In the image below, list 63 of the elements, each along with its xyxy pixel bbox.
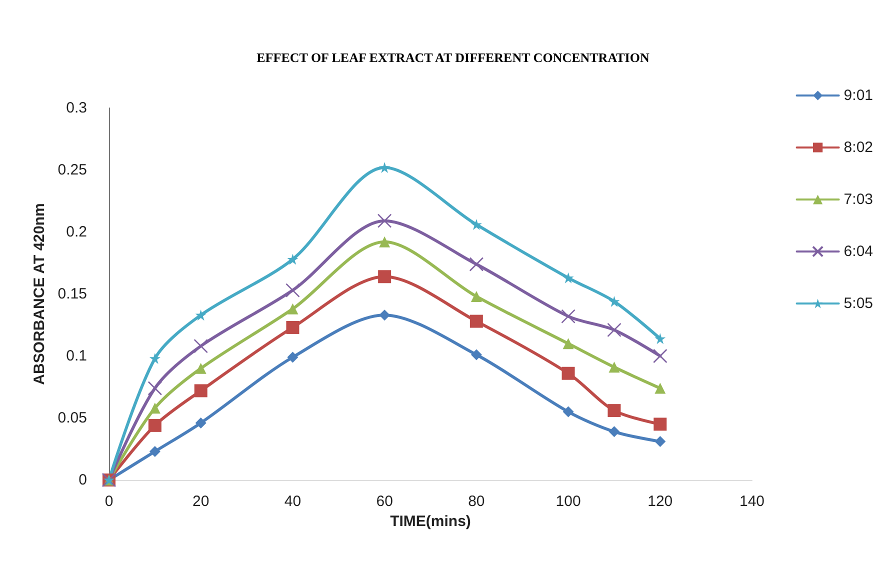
x-tick-label: 120 bbox=[648, 493, 673, 510]
point bbox=[149, 446, 160, 457]
x-tick-label: 0 bbox=[104, 493, 114, 510]
legend-label: 9:01 bbox=[844, 87, 874, 104]
point bbox=[562, 272, 574, 284]
legend-label: 8:02 bbox=[844, 139, 874, 156]
point bbox=[608, 362, 620, 373]
point bbox=[654, 436, 666, 448]
point bbox=[195, 362, 206, 374]
y-tick-label: 0.05 bbox=[58, 410, 87, 426]
y-tick-label: 0.1 bbox=[66, 348, 87, 364]
y-axis-title: ABSORBANCE AT 420nm bbox=[30, 203, 48, 385]
y-tick-label: 0 bbox=[78, 472, 87, 488]
point bbox=[148, 418, 162, 432]
point bbox=[561, 309, 576, 324]
point bbox=[654, 418, 667, 431]
point bbox=[652, 348, 668, 364]
point bbox=[469, 257, 484, 272]
point bbox=[379, 162, 390, 174]
point bbox=[562, 338, 574, 350]
point bbox=[470, 349, 482, 360]
point bbox=[194, 384, 208, 398]
x-tick-label: 40 bbox=[284, 493, 302, 510]
point bbox=[149, 402, 160, 414]
point bbox=[194, 338, 208, 354]
point bbox=[286, 320, 300, 334]
y-tick-label: 0.25 bbox=[58, 162, 87, 178]
point bbox=[608, 404, 621, 418]
point bbox=[470, 314, 483, 328]
point bbox=[195, 310, 206, 321]
x-axis-title: TIME(mins) bbox=[390, 512, 471, 530]
point bbox=[470, 219, 482, 230]
legend-label: 7:03 bbox=[844, 191, 874, 208]
point bbox=[470, 290, 482, 302]
point bbox=[287, 352, 298, 363]
point bbox=[607, 322, 622, 338]
x-tick-label: 80 bbox=[468, 493, 485, 510]
x-tick-label: 140 bbox=[739, 493, 765, 510]
point bbox=[286, 283, 300, 298]
point bbox=[608, 426, 620, 438]
point bbox=[654, 333, 666, 344]
point bbox=[379, 236, 390, 248]
point bbox=[149, 352, 160, 364]
point bbox=[562, 366, 575, 380]
point bbox=[287, 303, 298, 314]
legend-label: 5:05 bbox=[844, 295, 874, 312]
point bbox=[379, 310, 390, 321]
x-tick-label: 20 bbox=[192, 493, 210, 510]
legend-label: 6:04 bbox=[844, 243, 874, 260]
point bbox=[377, 214, 392, 228]
point bbox=[562, 406, 574, 418]
point bbox=[148, 381, 162, 396]
y-tick-label: 0.15 bbox=[58, 286, 87, 302]
y-tick-label: 0.3 bbox=[66, 100, 87, 116]
y-tick-label: 0.2 bbox=[66, 224, 87, 240]
point bbox=[608, 296, 620, 307]
chart-title: EFFECT OF LEAF EXTRACT AT DIFFERENT CONCENTRATION bbox=[256, 50, 650, 65]
x-tick-label: 100 bbox=[556, 493, 581, 510]
x-tick-label: 60 bbox=[376, 493, 393, 510]
point bbox=[287, 254, 298, 265]
point bbox=[195, 417, 206, 428]
point bbox=[378, 270, 392, 284]
point bbox=[654, 382, 666, 394]
